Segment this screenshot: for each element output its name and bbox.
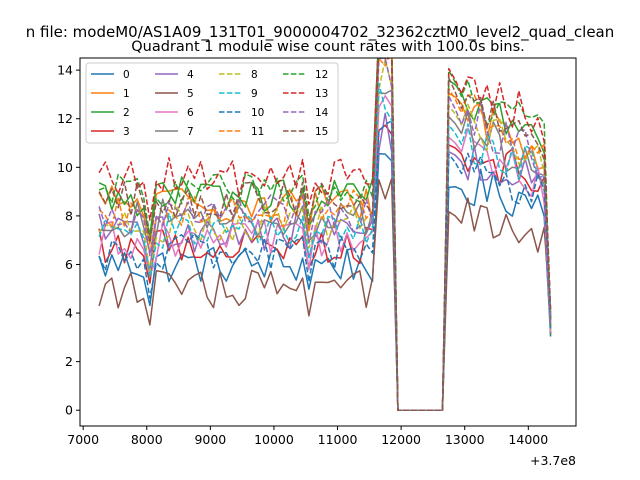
- legend-label-8: 8: [251, 69, 258, 81]
- y-tick-label: 2: [65, 354, 73, 369]
- chart-suptitle: n file: modeM0/AS1A09_131T01_9000004702_…: [26, 23, 615, 42]
- x-axis-offset-label: +3.7e8: [530, 453, 576, 468]
- x-axis: 7000 8000 9000 10000 11000 12000 13000 14000: [67, 426, 548, 447]
- series-lines: [98, 58, 552, 411]
- legend-label-15: 15: [315, 126, 328, 138]
- legend-label-3: 3: [123, 126, 130, 138]
- y-tick-label: 8: [65, 208, 73, 223]
- y-tick-label: 12: [57, 111, 73, 126]
- series-line-3: [98, 124, 552, 411]
- y-axis: 0 2 4 6 8 10 12 14: [57, 63, 80, 418]
- series-line-2: [98, 58, 552, 411]
- legend-label-4: 4: [187, 69, 194, 81]
- series-line-1: [98, 58, 552, 411]
- x-tick-label: 9000: [194, 432, 226, 447]
- series-line-15: [98, 58, 552, 411]
- y-tick-label: 10: [57, 160, 73, 175]
- legend-label-13: 13: [315, 88, 328, 100]
- y-tick-label: 6: [65, 257, 73, 272]
- series-line-4: [98, 112, 552, 411]
- legend-label-2: 2: [123, 107, 130, 119]
- x-tick-label: 12000: [381, 432, 421, 447]
- legend-label-6: 6: [187, 107, 194, 119]
- legend-label-10: 10: [251, 107, 264, 119]
- x-tick-label: 10000: [254, 432, 294, 447]
- legend-label-11: 11: [251, 126, 264, 138]
- series-line-5: [98, 178, 552, 411]
- series-line-8: [98, 58, 552, 411]
- legend-label-14: 14: [315, 107, 329, 119]
- series-line-14: [98, 58, 552, 411]
- chart-title: Quadrant 1 module wise count rates with …: [131, 39, 525, 55]
- x-tick-label: 8000: [131, 432, 163, 447]
- y-tick-label: 14: [57, 63, 73, 78]
- series-line-6: [98, 95, 552, 411]
- x-tick-label: 7000: [67, 432, 99, 447]
- series-line-0: [98, 152, 552, 411]
- y-tick-label: 0: [65, 403, 73, 418]
- legend-label-12: 12: [315, 69, 328, 81]
- x-tick-label: 14000: [508, 432, 548, 447]
- legend-label-1: 1: [123, 88, 130, 100]
- x-tick-label: 13000: [445, 432, 485, 447]
- plot-area-frame: [79, 57, 577, 427]
- legend-label-5: 5: [187, 88, 194, 100]
- legend-label-7: 7: [187, 126, 194, 138]
- x-tick-label: 11000: [318, 432, 358, 447]
- y-tick-label: 4: [65, 306, 73, 321]
- series-line-9: [98, 82, 552, 411]
- legend-label-9: 9: [251, 88, 258, 100]
- legend-label-0: 0: [123, 69, 130, 81]
- series-line-10: [98, 120, 552, 411]
- legend-box: [85, 62, 339, 144]
- series-line-13: [98, 58, 552, 411]
